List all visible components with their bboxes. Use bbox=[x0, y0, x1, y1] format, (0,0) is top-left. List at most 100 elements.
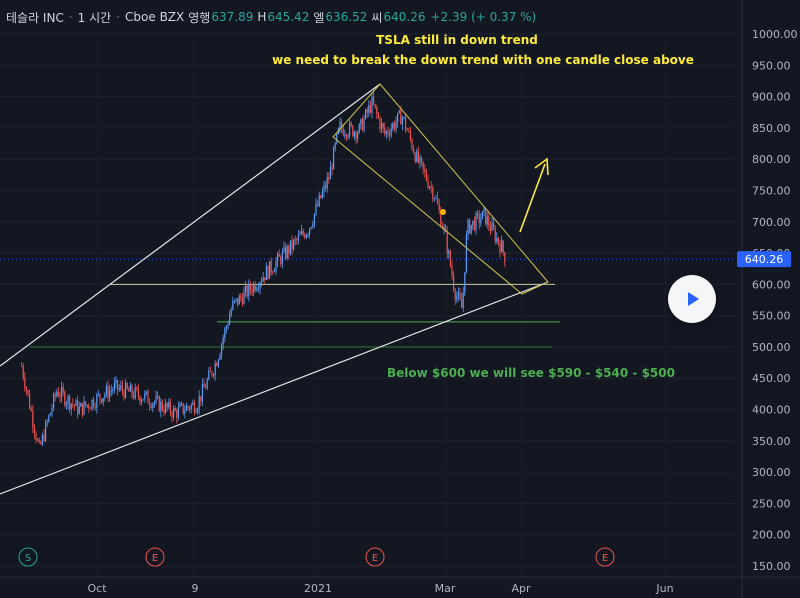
candle-body bbox=[133, 394, 135, 398]
candle-body bbox=[189, 407, 191, 410]
candle-body bbox=[99, 394, 101, 399]
event-marker-label: E bbox=[372, 553, 378, 564]
candle-body bbox=[336, 133, 338, 144]
candle-body bbox=[286, 246, 288, 259]
candle-body bbox=[451, 266, 453, 276]
candle-body bbox=[430, 186, 432, 188]
candle-body bbox=[488, 216, 490, 227]
candle-body bbox=[310, 227, 312, 229]
candle-body bbox=[270, 261, 272, 272]
candle-body bbox=[232, 301, 234, 310]
candle-body bbox=[169, 401, 172, 414]
candle-body bbox=[432, 187, 434, 199]
candle-body bbox=[315, 204, 317, 214]
candle-body bbox=[352, 125, 354, 137]
candle-body bbox=[363, 118, 365, 131]
candle-body bbox=[187, 405, 189, 408]
candle-body bbox=[33, 426, 36, 434]
candle-body bbox=[299, 234, 301, 236]
close-label: 씨 bbox=[371, 10, 383, 25]
candle-body bbox=[222, 337, 224, 345]
candle-body bbox=[307, 234, 309, 236]
down-channel bbox=[332, 83, 549, 295]
candle-body bbox=[281, 251, 284, 264]
candle-body bbox=[206, 379, 208, 389]
candle-body bbox=[421, 157, 423, 162]
candle-body bbox=[309, 228, 311, 235]
candle-body bbox=[46, 421, 48, 423]
candle-body bbox=[457, 292, 460, 297]
candle-body bbox=[62, 387, 64, 393]
candle-body bbox=[61, 387, 63, 398]
candle-body bbox=[97, 394, 100, 396]
candle-body bbox=[251, 289, 253, 293]
candle-body bbox=[350, 122, 352, 126]
candle-body bbox=[56, 391, 58, 397]
candle-body bbox=[144, 393, 146, 400]
candle-body bbox=[401, 117, 404, 125]
candle-body bbox=[504, 252, 506, 262]
candle-body bbox=[166, 403, 168, 408]
candle-body bbox=[181, 403, 183, 405]
candle-body bbox=[288, 246, 290, 254]
candle-body bbox=[73, 404, 76, 406]
current-price-badge bbox=[737, 251, 791, 268]
low-value: 636.52 bbox=[325, 10, 368, 24]
candle-body bbox=[53, 394, 55, 409]
event-marker-label: E bbox=[602, 553, 608, 564]
candle-body bbox=[145, 391, 148, 394]
candle-body bbox=[248, 283, 250, 297]
candle-body bbox=[264, 277, 266, 280]
candle-body bbox=[59, 396, 61, 398]
open-value: 637.89 bbox=[211, 10, 254, 24]
candle-body bbox=[445, 226, 447, 232]
candle-body bbox=[24, 377, 26, 388]
candle-body bbox=[387, 131, 389, 134]
candle-body bbox=[230, 309, 232, 316]
candle-body bbox=[150, 405, 152, 409]
candle-body bbox=[177, 407, 180, 418]
trend-drawings bbox=[0, 83, 549, 495]
candle-body bbox=[112, 390, 114, 392]
candle-body bbox=[494, 228, 496, 242]
candle-body bbox=[192, 402, 194, 405]
candle-body bbox=[459, 292, 461, 299]
price-tick-label: 200.00 bbox=[752, 529, 791, 542]
time-tick-label: Apr bbox=[511, 582, 531, 595]
price-tick-label: 250.00 bbox=[752, 497, 791, 510]
candle-body bbox=[489, 226, 492, 231]
candle-body bbox=[411, 139, 413, 149]
candle-body bbox=[142, 399, 144, 401]
candle-body bbox=[75, 400, 77, 406]
interval-label[interactable]: 1 시간 bbox=[77, 10, 112, 25]
candle-body bbox=[409, 130, 412, 140]
candle-body bbox=[214, 363, 216, 375]
candle-body bbox=[341, 122, 343, 129]
candle-body bbox=[249, 283, 252, 290]
candle-body bbox=[158, 396, 160, 412]
candle-body bbox=[257, 288, 260, 290]
candle-body bbox=[38, 439, 40, 443]
candle-body bbox=[131, 385, 133, 395]
candle-body bbox=[470, 224, 472, 234]
candle-body bbox=[377, 113, 380, 118]
candle-body bbox=[405, 117, 407, 130]
change-value: +2.39 (+ 0.37 %) bbox=[430, 10, 537, 24]
candle-body bbox=[285, 246, 287, 259]
candle-body bbox=[77, 400, 79, 414]
candle-body bbox=[339, 122, 341, 129]
candle-body bbox=[27, 390, 29, 394]
play-button[interactable] bbox=[668, 275, 716, 323]
candle-body bbox=[107, 386, 109, 398]
candle-body bbox=[184, 410, 186, 414]
candle-body bbox=[467, 219, 469, 235]
candle-body bbox=[57, 391, 60, 397]
candle-body bbox=[358, 124, 360, 134]
candle-body bbox=[45, 422, 47, 441]
candle-body bbox=[96, 394, 98, 408]
candle-body bbox=[374, 104, 376, 107]
symbol-name[interactable]: 테슬라 INC bbox=[6, 10, 64, 25]
candle-body bbox=[273, 270, 276, 273]
